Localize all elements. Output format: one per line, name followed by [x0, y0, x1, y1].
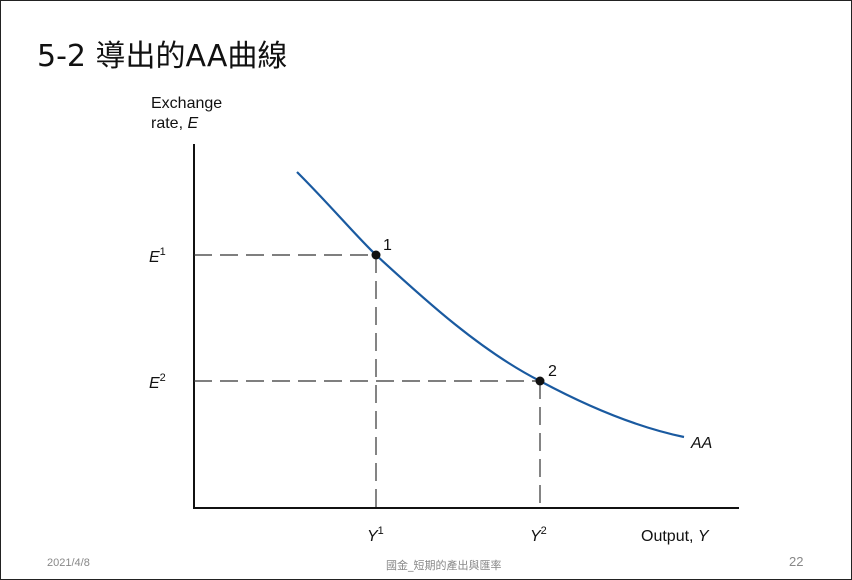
y-tick-e2-sup: 2	[160, 372, 166, 384]
x-tick-y1: Y1	[367, 525, 384, 545]
x-tick-y1-sup: 1	[378, 525, 384, 537]
point-1-label: 1	[383, 237, 392, 254]
y-axis-label-line2: rate, E	[151, 115, 198, 132]
y-axis-label-prefix: rate,	[151, 115, 187, 132]
point-1	[371, 250, 381, 260]
point-2-label: 2	[548, 363, 557, 380]
x-tick-y2-sup: 2	[541, 525, 547, 537]
slide-title: 5-2 導出的AA曲線	[37, 39, 288, 74]
aa-curve	[296, 171, 685, 439]
x-tick-y2-base: Y	[530, 528, 542, 545]
footer-course-title: 國金_短期的產出與匯率	[386, 559, 502, 572]
y-tick-e2: E2	[149, 372, 166, 392]
x-axis-label-prefix: Output,	[641, 528, 698, 545]
point-2	[535, 376, 545, 386]
x-axis-label: Output, Y	[641, 528, 710, 545]
y-axis-label-line1: Exchange	[151, 95, 222, 112]
x-tick-y2: Y2	[530, 525, 547, 545]
y-tick-e1-sup: 1	[160, 246, 166, 258]
footer-date: 2021/4/8	[47, 557, 90, 569]
y-tick-e1: E1	[149, 246, 166, 266]
y-tick-e2-base: E	[149, 375, 160, 392]
curve-label-aa: AA	[690, 435, 712, 452]
y-tick-e1-base: E	[149, 249, 160, 266]
x-axis-label-var: Y	[698, 528, 710, 545]
page-number: 22	[789, 554, 804, 569]
x-tick-y1-base: Y	[367, 528, 379, 545]
y-axis-label-var: E	[187, 115, 198, 132]
